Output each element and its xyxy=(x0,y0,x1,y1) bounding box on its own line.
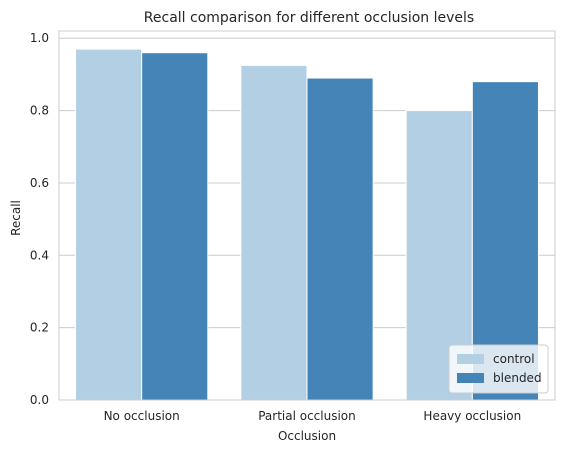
bar-control xyxy=(241,65,307,400)
bar-blended xyxy=(307,78,373,400)
chart-title: Recall comparison for different occlusio… xyxy=(144,10,474,26)
x-tick-label: No occlusion xyxy=(104,409,180,423)
bar-blended xyxy=(142,53,208,400)
y-tick-label: 1.0 xyxy=(30,31,49,45)
y-tick-label: 0.4 xyxy=(30,248,49,262)
bar-control xyxy=(76,49,142,400)
legend-label-control: control xyxy=(493,352,535,366)
x-axis-label: Occlusion xyxy=(278,429,336,443)
y-axis-label: Recall xyxy=(9,200,23,236)
x-tick-label: Partial occlusion xyxy=(258,409,356,423)
x-tick-labels: No occlusion Partial occlusion Heavy occlu… xyxy=(104,409,522,423)
y-tick-label: 0.0 xyxy=(30,393,49,407)
y-tick-label: 0.8 xyxy=(30,104,49,118)
legend-swatch-control xyxy=(457,354,484,364)
y-tick-label: 0.6 xyxy=(30,176,49,190)
y-tick-label: 0.2 xyxy=(30,321,49,335)
legend-label-blended: blended xyxy=(493,371,542,385)
x-tick-label: Heavy occlusion xyxy=(423,409,521,423)
legend-swatch-blended xyxy=(457,373,484,383)
legend: control blended xyxy=(449,345,548,393)
